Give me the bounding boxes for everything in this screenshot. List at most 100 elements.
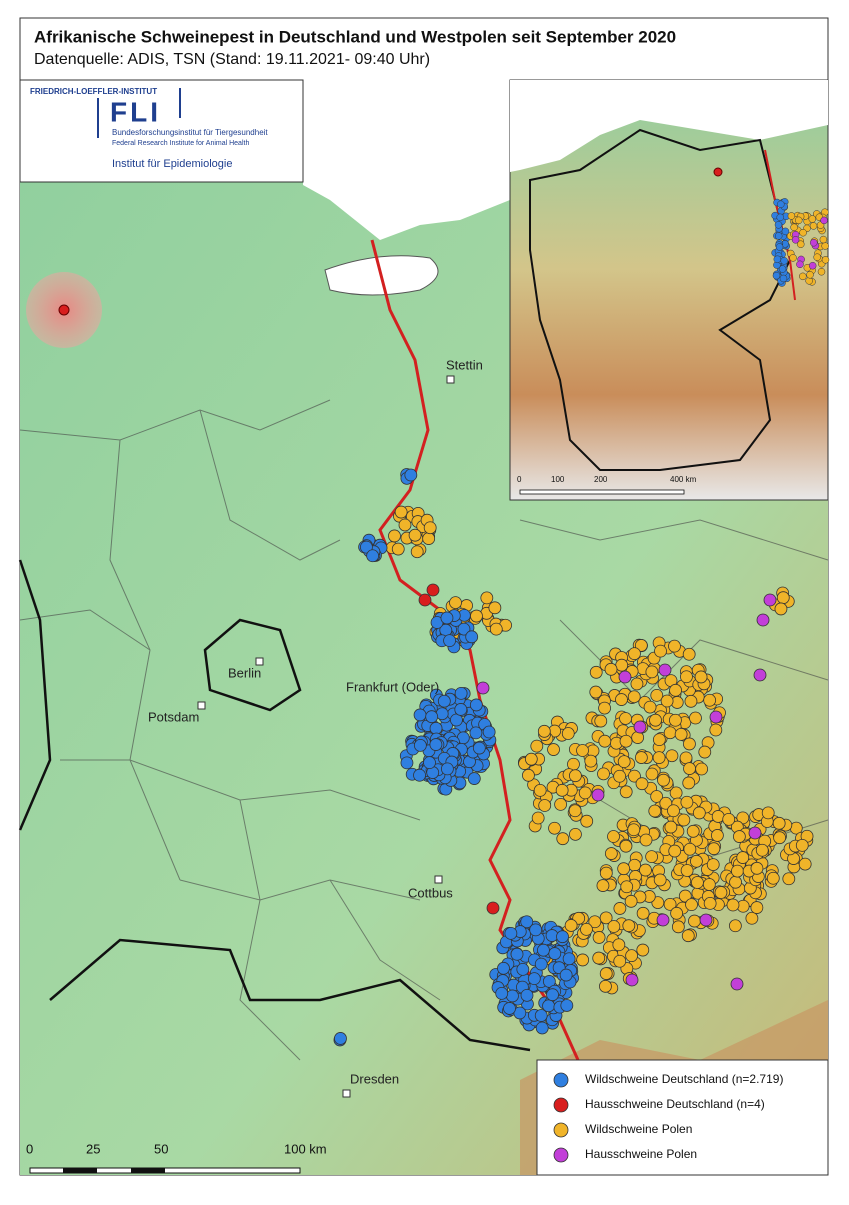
outbreak-dot xyxy=(537,943,550,957)
outbreak-dot xyxy=(495,986,509,1000)
outbreak-dot xyxy=(413,708,427,722)
outbreak-dot xyxy=(569,827,582,841)
outbreak-dot xyxy=(684,694,698,708)
city-label: Frankfurt (Oder) xyxy=(346,679,439,694)
outbreak-dot xyxy=(613,954,627,968)
outbreak-dot xyxy=(413,768,426,782)
outbreak-dot xyxy=(400,756,414,770)
outbreak-dot xyxy=(576,953,590,967)
outbreak-dot xyxy=(598,734,612,748)
outbreak-dot xyxy=(686,824,700,838)
outbreak-dot xyxy=(773,831,787,845)
outbreak-dot xyxy=(798,857,812,871)
outbreak-dot xyxy=(679,751,693,765)
outbreak-dot xyxy=(437,694,451,708)
sea xyxy=(303,80,510,240)
outbreak-dot xyxy=(556,930,569,944)
outbreak-dot xyxy=(522,768,535,782)
outbreak-dot xyxy=(482,725,496,739)
outbreak-dot xyxy=(755,843,769,857)
inset-scale-label: 400 km xyxy=(670,475,697,484)
outbreak-dot xyxy=(671,920,685,934)
outbreak-dot xyxy=(457,622,471,636)
outbreak-dots xyxy=(333,468,814,1047)
inset-dot xyxy=(789,254,797,262)
outbreak-dot xyxy=(619,785,633,799)
outbreak-dot xyxy=(654,644,667,658)
outbreak-dot xyxy=(535,1021,549,1035)
outbreak-dot xyxy=(630,677,644,691)
outbreak-dot xyxy=(636,943,650,957)
outbreak-dot xyxy=(730,977,744,991)
city-label: Cottbus xyxy=(408,885,453,900)
outbreak-dot xyxy=(656,913,670,927)
outbreak-dot xyxy=(645,850,659,864)
outbreak-dot xyxy=(520,988,534,1002)
outbreak-dot xyxy=(489,622,503,636)
outbreak-dot xyxy=(639,833,653,847)
outbreak-dot xyxy=(668,844,682,858)
outbreak-dot xyxy=(688,914,701,928)
outbreak-dot xyxy=(410,545,424,559)
outbreak-dot xyxy=(728,919,742,933)
outbreak-dot xyxy=(556,832,570,846)
outbreak-dot xyxy=(664,820,678,834)
city-label: Dresden xyxy=(350,1071,399,1086)
outbreak-point xyxy=(58,304,70,316)
outbreak-dot xyxy=(694,670,708,684)
inset-scale-bar xyxy=(519,489,685,495)
inset-dot xyxy=(796,260,804,269)
outbreak-dot xyxy=(607,920,621,933)
outbreak-dot xyxy=(534,1009,548,1022)
outbreak-dot xyxy=(660,694,674,708)
outbreak-dot xyxy=(546,988,559,1002)
berlin-border xyxy=(203,618,302,712)
outbreak-dot xyxy=(707,842,721,856)
outbreak-dot xyxy=(677,813,691,827)
outbreak-dot xyxy=(714,886,728,899)
outbreak-dot xyxy=(472,741,486,755)
outbreak-dot xyxy=(469,698,483,712)
outbreak-dot xyxy=(772,816,786,830)
inset-scale-label: 200 xyxy=(594,475,608,484)
inset-dot xyxy=(772,271,781,280)
inset-dot xyxy=(791,236,800,244)
scale-label: 0 xyxy=(26,1141,33,1156)
city-marker xyxy=(197,701,206,710)
inset-dot xyxy=(774,232,783,240)
outbreak-dot xyxy=(658,663,672,677)
outbreak-dot xyxy=(425,710,439,724)
outbreak-dot xyxy=(426,583,440,597)
scale-label: 100 km xyxy=(284,1141,327,1156)
outbreak-dot xyxy=(736,851,750,864)
inset-scale-label: 100 xyxy=(551,475,565,484)
outbreak-dot xyxy=(732,830,746,843)
inset-dot xyxy=(779,274,788,283)
inset-dot xyxy=(794,216,803,225)
outbreak-dot xyxy=(682,776,696,790)
city-labels: Stettin Berlin Frankfurt (Oder) Potsdam … xyxy=(148,357,483,1098)
outbreak-dot xyxy=(639,863,652,877)
inset-dot xyxy=(797,240,805,248)
outbreak-dot xyxy=(604,662,618,676)
city-marker xyxy=(342,1089,351,1098)
outbreak-dot xyxy=(440,762,454,776)
inset-dot xyxy=(820,216,828,225)
outbreak-dot xyxy=(692,806,706,820)
logo-box xyxy=(19,79,304,183)
outbreak-dot xyxy=(665,749,679,763)
legend-swatch xyxy=(553,1147,569,1163)
outbreak-dot xyxy=(726,898,740,912)
outbreak-dot xyxy=(561,727,575,740)
outbreak-dot xyxy=(645,665,659,679)
outbreak-dot xyxy=(709,723,723,737)
outbreak-dot xyxy=(699,913,713,927)
inset-dot xyxy=(809,222,818,230)
outbreak-dot xyxy=(584,754,598,768)
outbreak-dot xyxy=(659,796,673,810)
logo-name-en: Federal Research Institute for Animal He… xyxy=(112,140,249,147)
outbreak-dot xyxy=(564,919,578,932)
outbreak-dot xyxy=(711,810,725,823)
outbreak-dot xyxy=(731,864,744,878)
outbreak-dot xyxy=(547,743,560,756)
